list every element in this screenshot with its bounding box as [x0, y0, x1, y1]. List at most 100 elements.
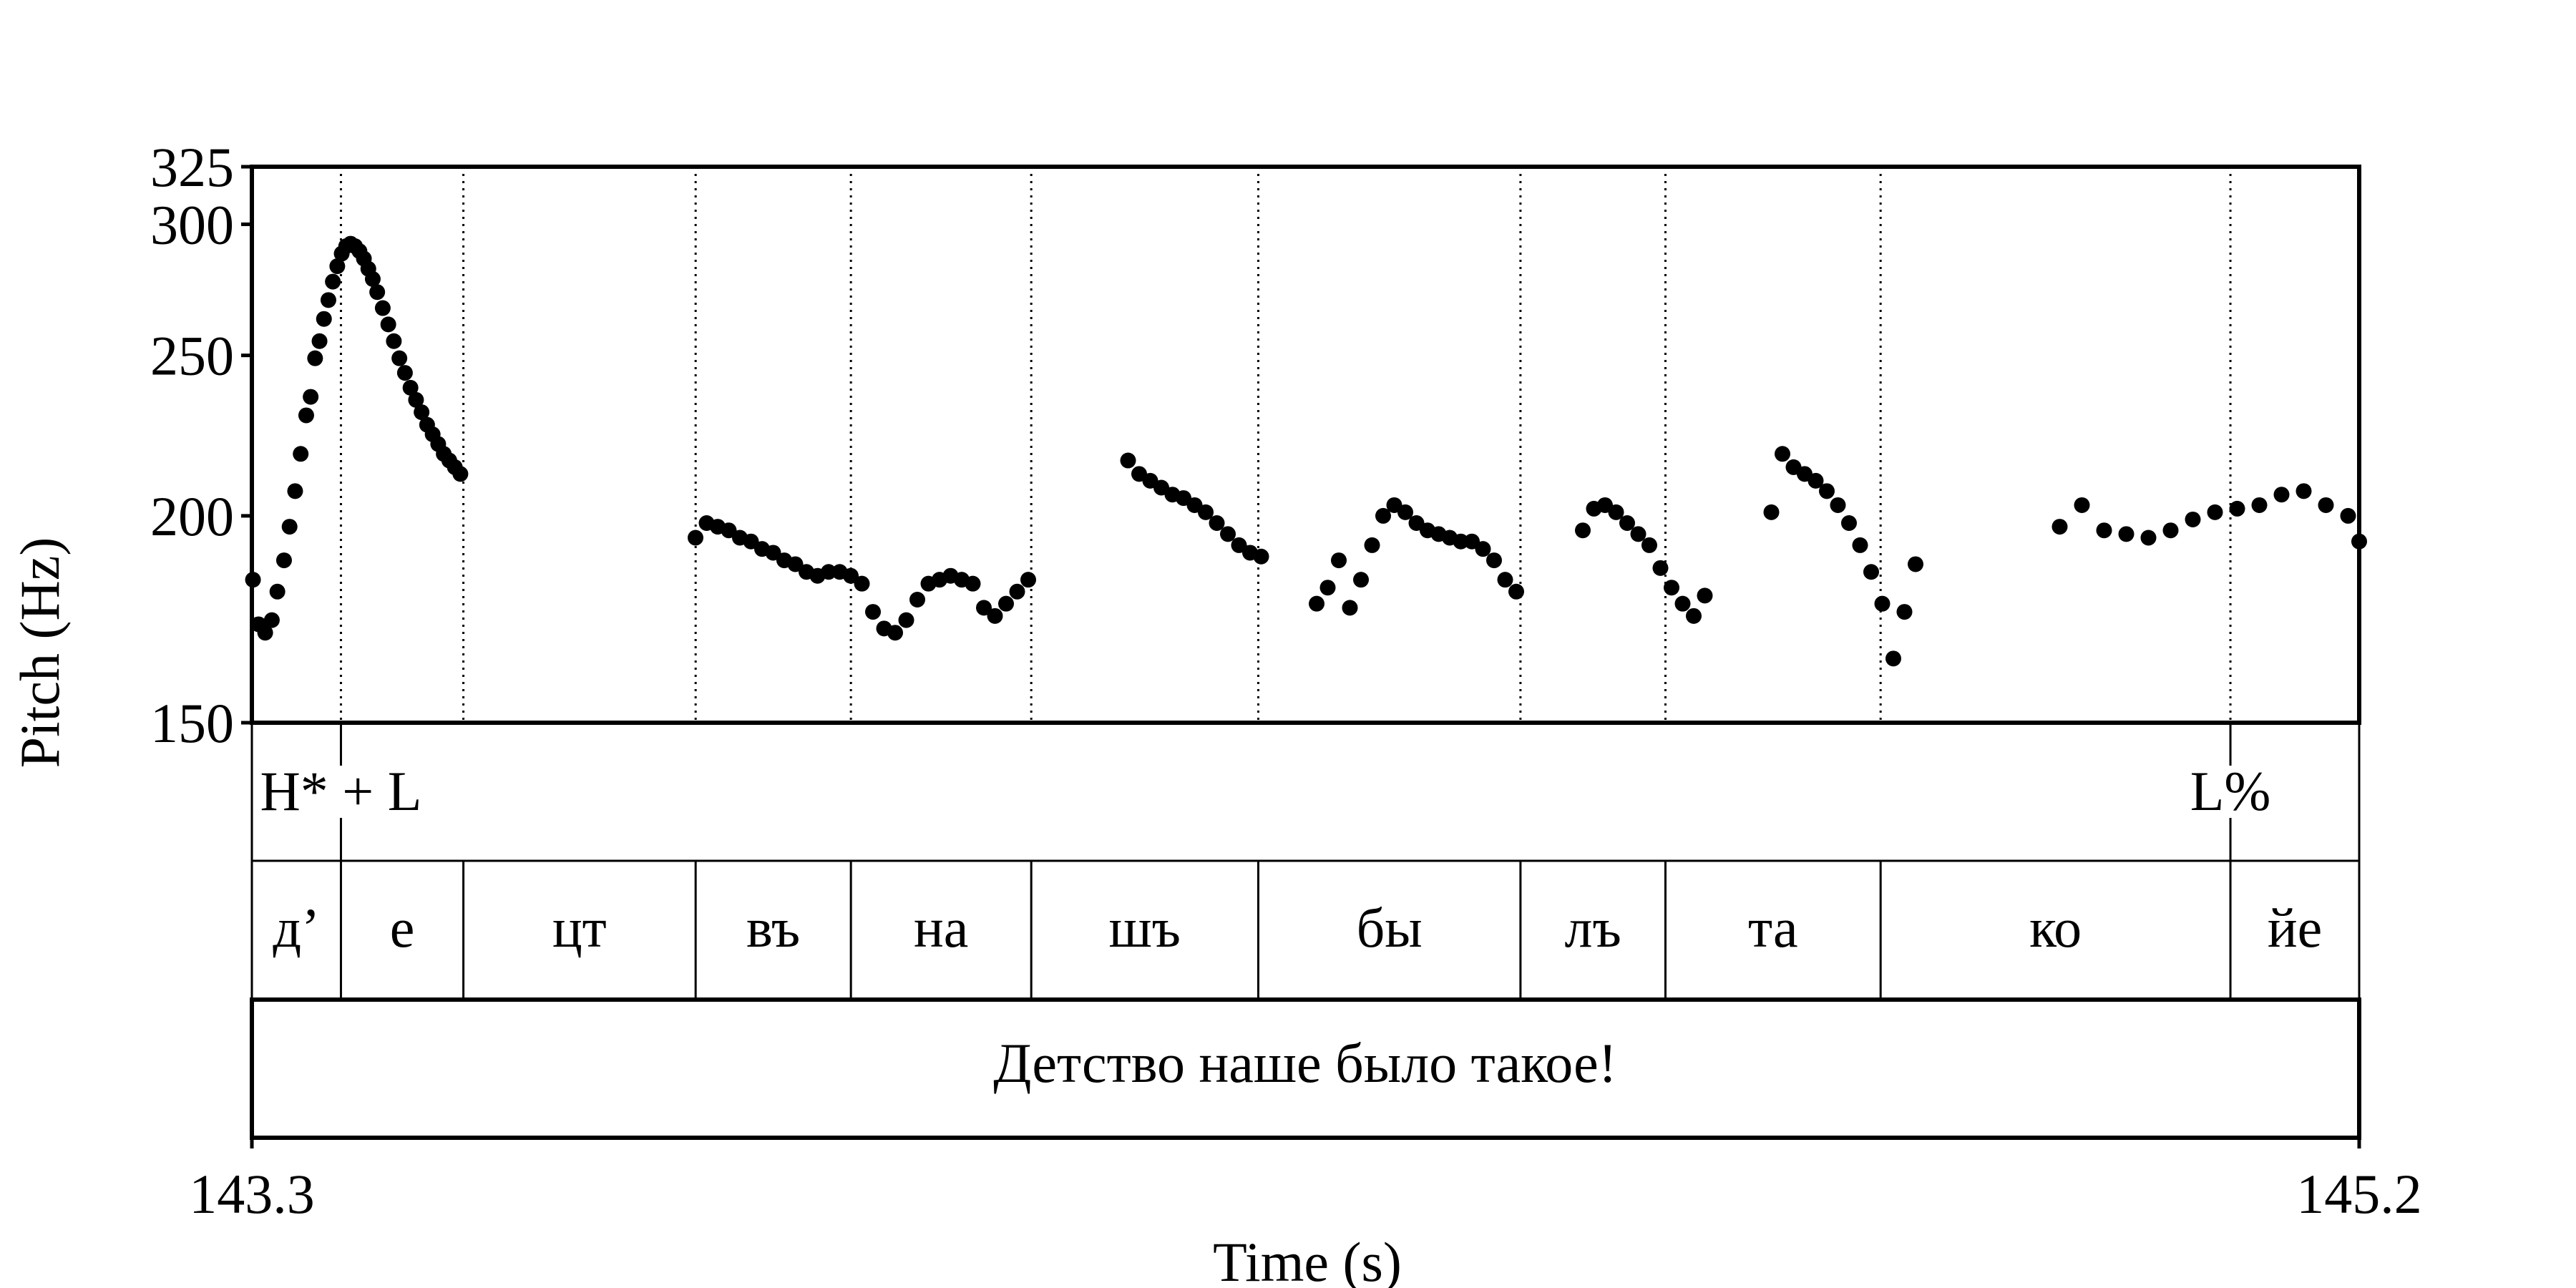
pitch-point: [316, 311, 332, 327]
tone-label: H* + L: [260, 760, 421, 822]
pitch-point: [452, 466, 469, 482]
pitch-point: [1475, 541, 1491, 557]
pitch-point: [909, 592, 925, 608]
pitch-points: [245, 235, 2367, 667]
pitch-point: [325, 273, 341, 290]
pitch-point: [1231, 537, 1247, 553]
pitch-point: [2296, 483, 2312, 499]
pitch-point: [408, 391, 424, 408]
pitch-point: [1486, 552, 1502, 569]
pitch-point: [311, 333, 328, 349]
pitch-point: [2185, 511, 2201, 527]
pitch-point: [402, 379, 419, 396]
tier-boundaries: [339, 723, 2232, 1000]
pitch-point: [1220, 526, 1236, 542]
pitch-point: [1863, 564, 1879, 580]
pitch-point: [1830, 497, 1846, 513]
pitch-point: [1508, 583, 1524, 600]
pitch-point: [1619, 515, 1635, 532]
pitch-point: [1464, 533, 1480, 550]
pitch-point: [275, 552, 292, 569]
y-axis-label: Pitch (Hz): [9, 537, 71, 769]
syllable-label: въ: [746, 897, 800, 959]
pitch-point: [1807, 472, 1824, 489]
pitch-point: [2074, 497, 2090, 513]
pitch-point: [380, 316, 396, 333]
pitch-point: [2229, 500, 2245, 517]
pitch-point: [1630, 526, 1646, 542]
pitch-point: [1120, 452, 1136, 469]
syllable-label: та: [1748, 897, 1798, 959]
pitch-point: [1874, 595, 1890, 612]
pitch-point: [976, 600, 992, 616]
pitch-point: [1209, 515, 1225, 532]
pitch-panel-frame: [250, 165, 2361, 725]
pitch-point: [854, 575, 870, 592]
pitch-point: [1674, 595, 1691, 612]
pitch-point: [298, 407, 314, 424]
pitch-point: [887, 625, 903, 641]
pitch-point: [965, 575, 981, 592]
pitch-point: [721, 522, 737, 539]
pitch-point: [1375, 507, 1391, 524]
pitch-point: [2162, 522, 2179, 539]
pitch-point: [364, 270, 381, 287]
pitch-point: [1697, 587, 1713, 604]
pitch-point: [287, 483, 303, 499]
pitch-point: [1198, 504, 1214, 520]
pitch-point: [1319, 580, 1336, 596]
pitch-point: [743, 533, 759, 550]
boundary-lines: [339, 167, 2232, 723]
syllable-label: бы: [1357, 897, 1423, 959]
x-tick-label-end: 145.2: [2296, 1163, 2422, 1225]
pitch-point: [320, 292, 336, 308]
pitch-point: [2207, 504, 2223, 520]
pitch-point: [257, 625, 273, 641]
pitch-point: [1575, 522, 1591, 539]
y-tick-label: 200: [150, 485, 234, 547]
pitch-point: [1819, 483, 1835, 499]
pitch-point: [1253, 548, 1269, 565]
pitch-point: [1342, 600, 1358, 616]
x-axis-label: Time (s): [1213, 1231, 1402, 1288]
pitch-point: [688, 530, 703, 546]
y-tick-label: 325: [150, 136, 234, 198]
pitch-point: [1397, 504, 1413, 520]
pitch-point: [1763, 504, 1780, 520]
sentence-label: Детство наше было такое!: [993, 1032, 1617, 1094]
pitch-point: [1453, 533, 1469, 550]
pitch-point: [303, 389, 319, 405]
pitch-point: [1020, 572, 1036, 588]
pitch-point: [2273, 487, 2290, 503]
pitch-point: [843, 567, 859, 584]
syllable-label: йе: [2268, 897, 2322, 959]
pitch-point: [1497, 572, 1513, 588]
syllable-label: шъ: [1109, 897, 1181, 959]
y-tick-label: 250: [150, 325, 234, 387]
pitch-point: [1852, 537, 1868, 553]
pitch-point: [865, 604, 881, 620]
pitch-point: [1664, 580, 1679, 596]
pitch-point: [374, 300, 391, 316]
syllable-label: е: [390, 897, 415, 959]
pitch-point: [1009, 583, 1025, 600]
pitch-point: [386, 333, 402, 349]
syllable-label: на: [914, 897, 968, 959]
pitch-point: [2051, 519, 2068, 535]
pitch-point: [307, 350, 323, 366]
pitch-point: [369, 284, 386, 301]
pitch-point: [2118, 526, 2135, 542]
pitch-point: [281, 519, 298, 535]
pitch-point: [1408, 515, 1425, 532]
pitch-point: [2140, 530, 2157, 546]
pitch-point: [1896, 604, 1913, 620]
tone-labels: H* + L L%: [260, 760, 2270, 822]
pitch-point: [1364, 537, 1380, 553]
pitch-point: [1608, 504, 1624, 520]
pitch-point: [1641, 537, 1657, 553]
syllable-labels: д’ е цт въ на шъ бы лъ та ко йе: [273, 897, 2322, 959]
y-tick-label: 150: [150, 692, 234, 754]
syllable-label: цт: [552, 897, 607, 959]
